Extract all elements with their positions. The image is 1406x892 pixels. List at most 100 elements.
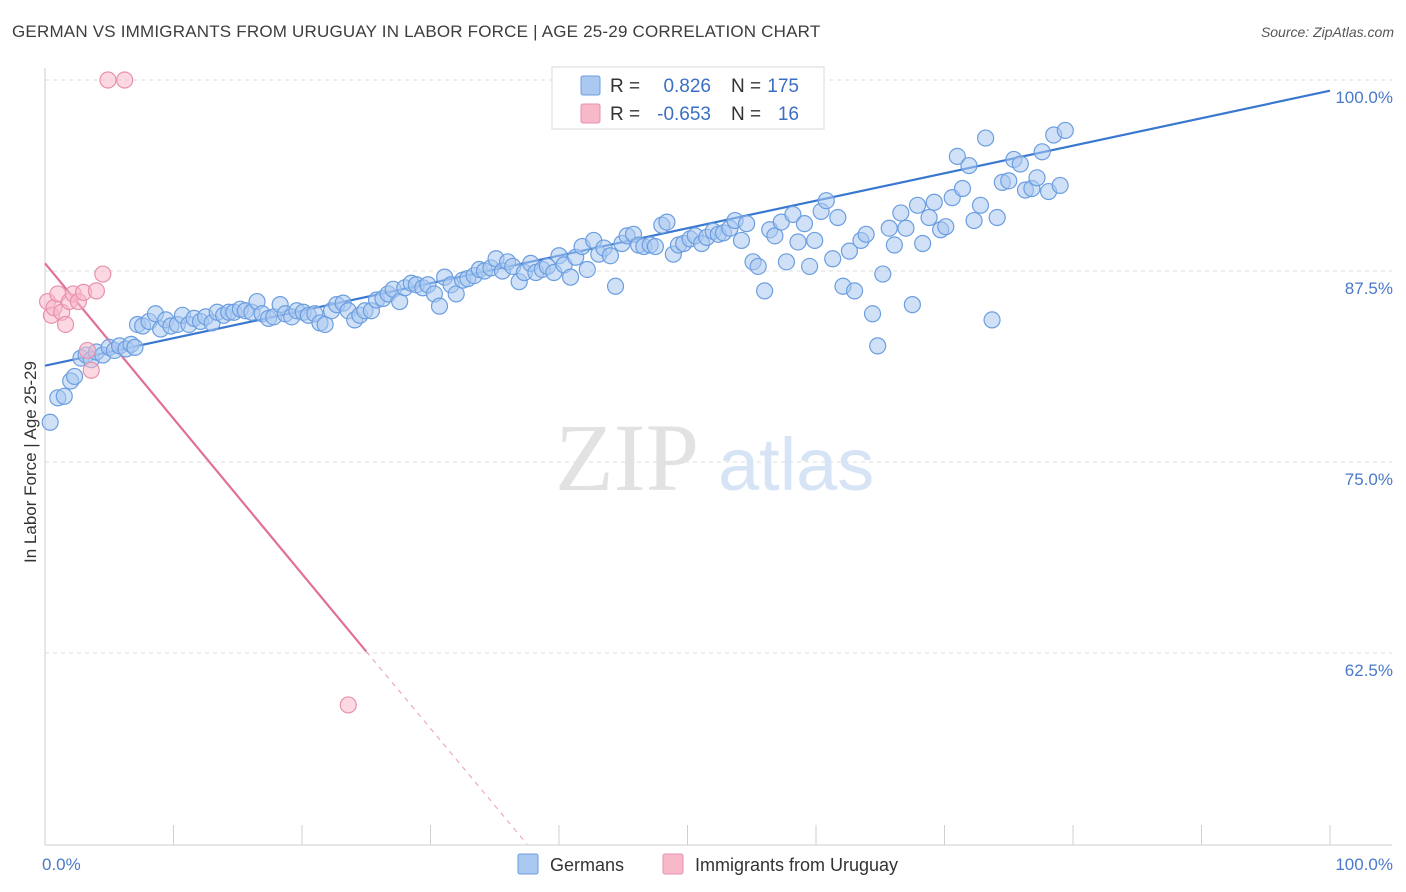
legend-n-value-germans: 175 — [767, 76, 799, 97]
point-germans-165 — [977, 129, 995, 147]
point-germans-130 — [777, 253, 796, 271]
point-germans-2 — [55, 387, 73, 405]
gridlines — [45, 79, 1392, 654]
point-germans-95 — [578, 260, 596, 279]
legend-n-label-uruguay: N = — [731, 104, 761, 125]
point-germans-154 — [914, 234, 932, 253]
y-axis-title: In Labor Force | Age 25-29 — [21, 361, 40, 563]
point-germans-122 — [732, 231, 751, 250]
watermark-zip: ZIP — [555, 404, 699, 511]
point-uruguay-15 — [116, 71, 134, 89]
point-germans-134 — [800, 257, 819, 276]
bottom-legend-label-uruguay: Immigrants from Uruguay — [695, 855, 898, 875]
point-germans-109 — [658, 213, 676, 231]
point-germans-107 — [646, 237, 664, 256]
point-germans-123 — [738, 215, 756, 233]
point-germans-148 — [880, 219, 898, 237]
y-tick-label-0: 62.5% — [1345, 661, 1393, 680]
legend-n-value-uruguay: 16 — [778, 104, 799, 125]
bottom-legend: Germans Immigrants from Uruguay — [517, 853, 898, 875]
point-germans-145 — [863, 305, 882, 323]
point-germans-137 — [817, 192, 835, 210]
point-germans-131 — [784, 205, 802, 224]
trend-line-uruguay-extension — [365, 651, 528, 845]
point-uruguay-13 — [94, 265, 112, 283]
point-germans-49 — [316, 315, 334, 334]
y-tick-label-1: 75.0% — [1345, 470, 1393, 489]
point-germans-151 — [897, 219, 915, 237]
point-germans-146 — [869, 337, 887, 355]
trend-line-uruguay — [44, 262, 368, 653]
point-uruguay-5 — [56, 315, 75, 334]
point-germans-142 — [845, 282, 864, 300]
point-germans-179 — [1056, 121, 1074, 140]
point-germans-141 — [840, 242, 859, 260]
point-germans-158 — [937, 218, 955, 236]
watermark: ZIP atlas — [555, 404, 874, 511]
point-germans-138 — [824, 250, 842, 268]
point-germans-178 — [1051, 176, 1069, 195]
axes — [44, 68, 1392, 846]
point-germans-69 — [430, 297, 449, 315]
source-label: Source: ZipAtlas.com — [1260, 24, 1394, 40]
legend-r-label-germans: R = — [610, 76, 640, 97]
point-germans-100 — [606, 277, 625, 295]
point-germans-174 — [1028, 169, 1046, 187]
point-germans-171 — [1011, 155, 1029, 173]
point-germans-169 — [1000, 172, 1018, 190]
point-germans-147 — [874, 265, 892, 283]
top-legend: R = 0.826 N = 175 R = -0.653 N = 16 — [551, 66, 825, 130]
point-germans-164 — [971, 196, 990, 214]
point-germans-156 — [925, 193, 943, 211]
point-germans-125 — [749, 257, 767, 276]
point-germans-163 — [965, 211, 983, 230]
point-germans-149 — [885, 236, 903, 254]
point-uruguay-12 — [87, 282, 106, 300]
point-germans-150 — [892, 204, 910, 222]
y-tick-label-2: 87.5% — [1345, 279, 1393, 298]
point-germans-133 — [795, 215, 814, 233]
watermark-atlas: atlas — [718, 423, 874, 506]
y-tick-label-3: 100.0% — [1335, 88, 1393, 107]
point-uruguay-11 — [82, 361, 100, 379]
legend-r-label-uruguay: R = — [610, 104, 640, 125]
x-tick-label-1: 100.0% — [1335, 855, 1393, 874]
trend-line-germans — [44, 89, 1331, 367]
data-points — [38, 71, 1074, 714]
legend-r-value-uruguay: -0.653 — [657, 104, 711, 125]
x-tick-labels: 0.0% 100.0% — [42, 855, 1393, 874]
point-germans-139 — [829, 208, 847, 227]
point-germans-72 — [447, 285, 465, 303]
point-uruguay-14 — [99, 71, 117, 89]
point-germans-152 — [903, 296, 921, 314]
point-uruguay-16 — [339, 696, 357, 714]
point-germans-4 — [65, 367, 84, 386]
legend-n-label-germans: N = — [731, 76, 761, 97]
x-tick-label-0: 0.0% — [42, 855, 81, 874]
legend-swatch-germans — [580, 75, 601, 96]
point-germans-167 — [988, 208, 1006, 227]
point-germans-135 — [806, 231, 824, 250]
point-germans-15 — [126, 338, 144, 356]
point-germans-155 — [920, 208, 938, 227]
point-germans-161 — [953, 179, 972, 198]
point-germans-153 — [908, 196, 927, 214]
point-germans-160 — [948, 147, 966, 165]
legend-r-value-germans: 0.826 — [663, 76, 711, 97]
point-germans-175 — [1033, 143, 1051, 161]
point-germans-162 — [960, 156, 978, 175]
point-germans-144 — [857, 225, 875, 243]
bottom-legend-swatch-germans — [517, 853, 539, 875]
point-germans-126 — [755, 282, 774, 300]
y-tick-labels: 62.5% 75.0% 87.5% 100.0% — [1335, 88, 1393, 680]
bottom-legend-label-germans: Germans — [550, 855, 624, 875]
bottom-legend-swatch-uruguay — [662, 853, 684, 875]
point-germans-92 — [561, 268, 580, 286]
point-germans-0 — [41, 413, 59, 431]
point-germans-128 — [766, 227, 784, 245]
legend-swatch-uruguay — [580, 103, 601, 124]
chart-title: GERMAN VS IMMIGRANTS FROM URUGUAY IN LAB… — [12, 22, 821, 41]
point-germans-132 — [789, 233, 807, 251]
point-germans-166 — [983, 311, 1001, 329]
